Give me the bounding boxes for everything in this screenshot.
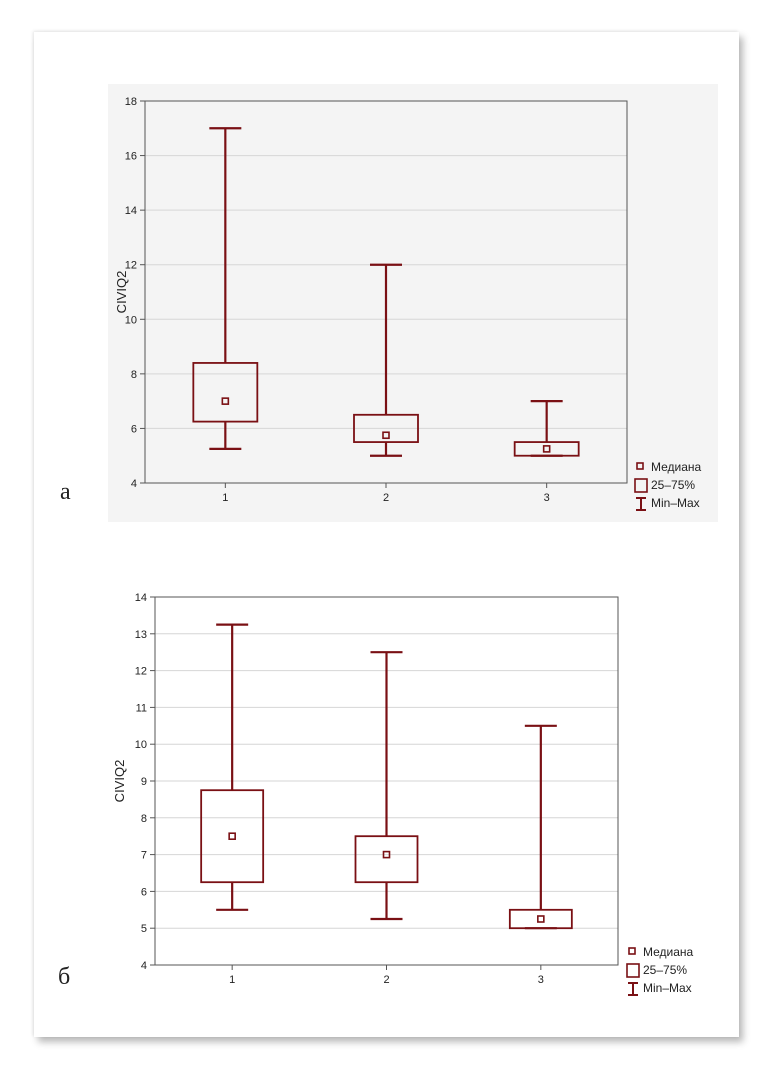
legend-label-range: Min–Max: [651, 496, 700, 510]
iqr-box-icon: [626, 963, 640, 978]
legend-b: Медиана 25–75% Min–Max: [626, 944, 716, 1002]
median-marker: [382, 431, 390, 440]
figure-page: а 4 6 8 10 12 14 16 18 1 2 3 CIVIQ2 Медиана 25–75% …: [34, 32, 739, 1037]
median-marker: [382, 850, 391, 859]
median-marker-icon: [636, 462, 644, 470]
y-tick-label: 13: [135, 629, 147, 641]
y-tick-label: 7: [141, 850, 147, 862]
median-marker: [537, 915, 545, 923]
legend-item-range: Min–Max: [626, 980, 716, 998]
y-tick-label: 11: [136, 702, 147, 714]
y-tick-label: 14: [135, 592, 147, 604]
legend-item-range: Min–Max: [634, 495, 724, 513]
legend-item-median: Медиана: [626, 944, 716, 962]
y-tick-label: 10: [125, 314, 137, 326]
legend-label-median: Медиана: [643, 945, 694, 959]
y-tick-label: 8: [141, 813, 147, 825]
median-marker: [228, 832, 236, 841]
x-tick-label: 3: [544, 492, 550, 504]
iqr-box: [192, 362, 259, 423]
y-tick-label: 10: [135, 739, 147, 751]
x-tick-label: 1: [229, 974, 235, 986]
iqr-box: [513, 441, 580, 457]
y-tick-label: 16: [125, 151, 137, 163]
range-whisker-icon: [628, 982, 638, 996]
range-whisker-icon: [636, 497, 646, 511]
legend-label-iqr: 25–75%: [651, 478, 696, 492]
legend-item-median: Медиана: [634, 459, 724, 477]
legend-a: Медиана 25–75% Min–Max: [634, 459, 724, 517]
x-tick-label: 1: [222, 492, 228, 504]
x-tick-label: 2: [383, 974, 389, 986]
y-tick-label: 14: [125, 205, 137, 217]
y-axis-label: CIVIQ2: [112, 760, 127, 803]
y-tick-label: 12: [135, 666, 147, 678]
y-tick-label: 5: [141, 923, 147, 935]
y-tick-label: 4: [141, 960, 147, 972]
y-tick-label: 12: [125, 260, 137, 272]
median-marker: [221, 397, 230, 405]
iqr-box-icon: [634, 478, 648, 493]
legend-item-iqr: 25–75%: [626, 962, 716, 980]
y-tick-label: 6: [131, 423, 137, 435]
median-marker-icon: [628, 947, 636, 955]
iqr-box: [508, 908, 573, 930]
iqr-box: [354, 835, 419, 884]
panel-b-label: б: [58, 964, 71, 990]
iqr-box: [200, 789, 265, 884]
y-tick-label: 4: [131, 478, 137, 490]
y-axis-label: CIVIQ2: [114, 271, 129, 314]
y-tick-label: 18: [125, 96, 137, 108]
x-tick-label: 3: [538, 974, 544, 986]
legend-label-median: Медиана: [651, 460, 702, 474]
y-tick-label: 6: [141, 886, 147, 898]
iqr-box: [353, 413, 419, 443]
y-tick-label: 9: [141, 776, 147, 788]
median-marker: [542, 445, 551, 453]
x-tick-label: 2: [383, 492, 389, 504]
legend-item-iqr: 25–75%: [634, 477, 724, 495]
legend-label-range: Min–Max: [643, 981, 692, 995]
legend-label-iqr: 25–75%: [643, 963, 688, 977]
panel-a-label: а: [60, 479, 71, 505]
y-tick-label: 8: [131, 369, 137, 381]
